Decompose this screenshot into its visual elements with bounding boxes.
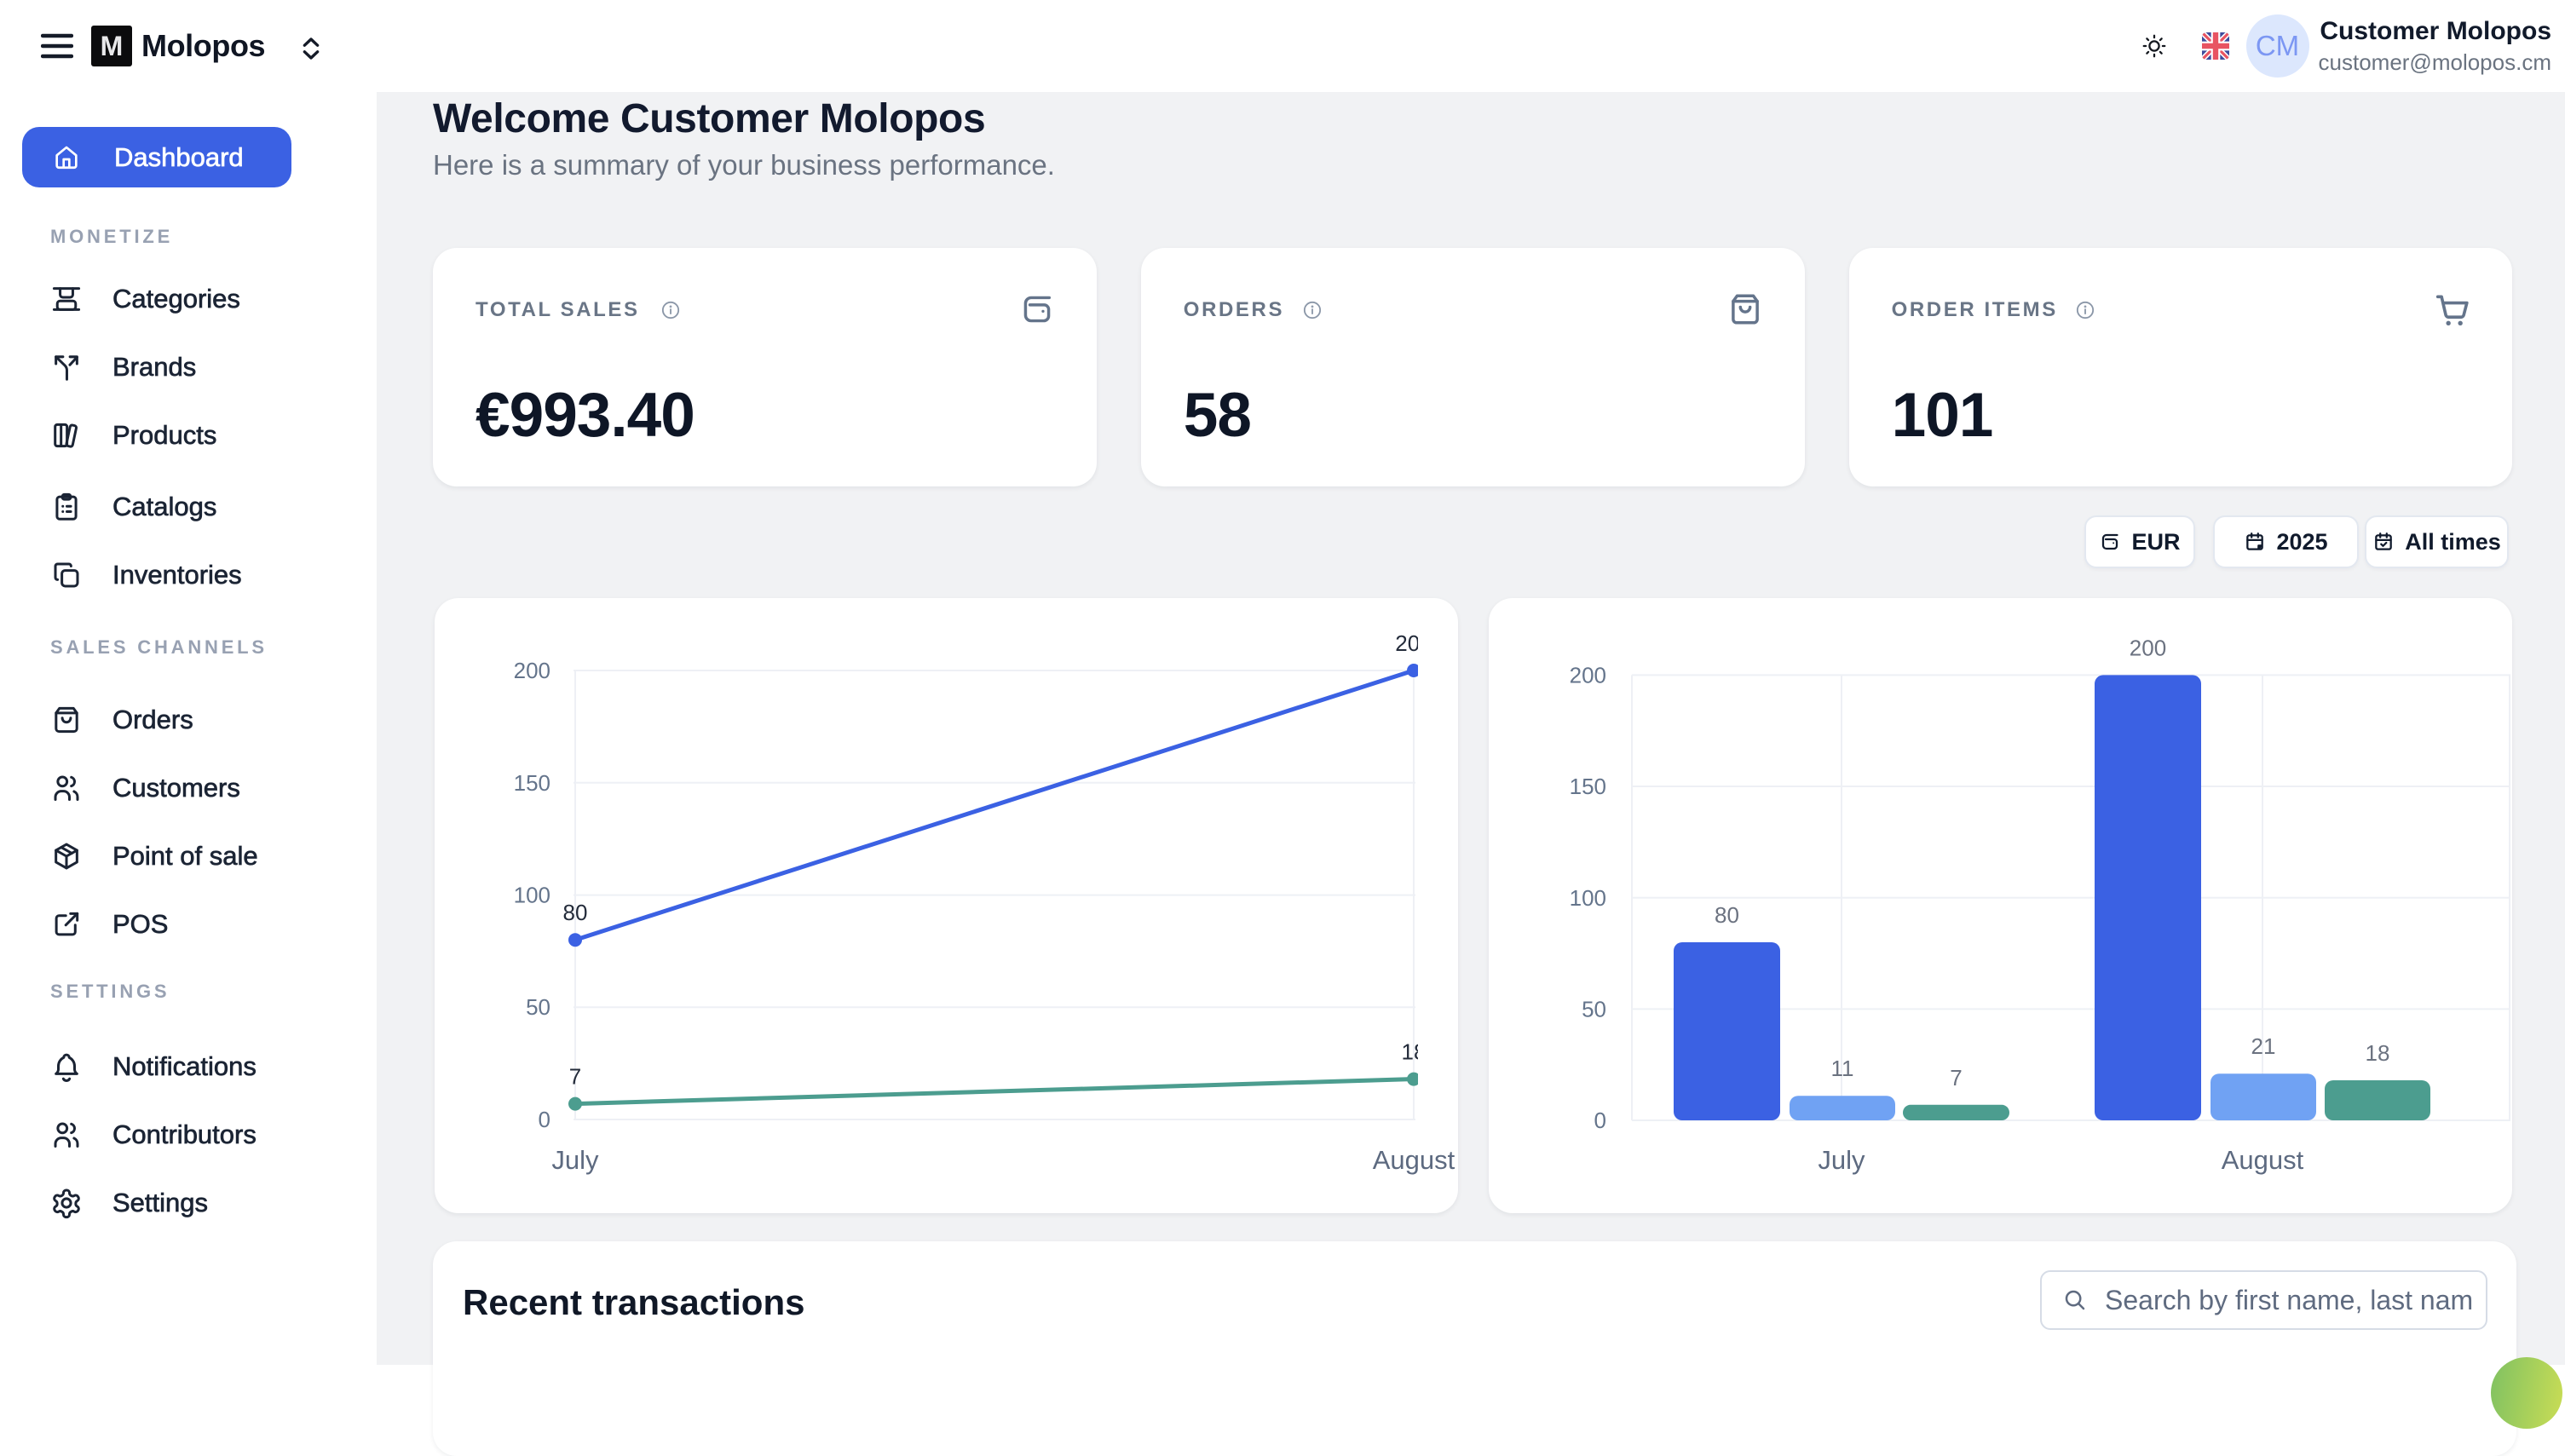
svg-text:80: 80 [1715,902,1739,928]
svg-text:100: 100 [1570,885,1606,911]
svg-text:50: 50 [1582,996,1606,1022]
svg-text:150: 150 [1570,774,1606,799]
svg-text:100: 100 [514,883,550,908]
svg-text:200: 200 [2130,635,2166,660]
svg-text:July: July [551,1145,599,1175]
svg-text:200: 200 [514,658,550,683]
svg-text:0: 0 [1594,1108,1606,1133]
svg-text:7: 7 [569,1064,581,1090]
svg-text:18: 18 [2366,1040,2390,1066]
svg-text:11: 11 [1831,1056,1854,1081]
svg-text:0: 0 [539,1107,550,1132]
svg-text:7: 7 [1950,1065,1962,1091]
svg-text:50: 50 [526,994,550,1020]
svg-text:21: 21 [2251,1033,2276,1059]
svg-text:200: 200 [1395,630,1432,656]
svg-text:August: August [1373,1145,1455,1175]
svg-text:150: 150 [514,770,550,796]
svg-text:200: 200 [1570,662,1606,688]
svg-text:80: 80 [563,900,588,925]
svg-text:18: 18 [1402,1039,1427,1065]
svg-text:July: July [1818,1145,1865,1175]
svg-text:August: August [2222,1145,2304,1175]
